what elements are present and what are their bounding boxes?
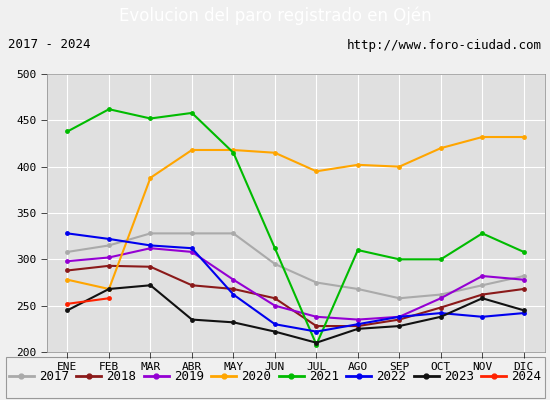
Text: Evolucion del paro registrado en Ojén: Evolucion del paro registrado en Ojén [119,7,431,25]
Legend: 2017, 2018, 2019, 2020, 2021, 2022, 2023, 2024: 2017, 2018, 2019, 2020, 2021, 2022, 2023… [4,366,546,388]
Text: http://www.foro-ciudad.com: http://www.foro-ciudad.com [346,38,542,52]
Text: 2017 - 2024: 2017 - 2024 [8,38,91,52]
